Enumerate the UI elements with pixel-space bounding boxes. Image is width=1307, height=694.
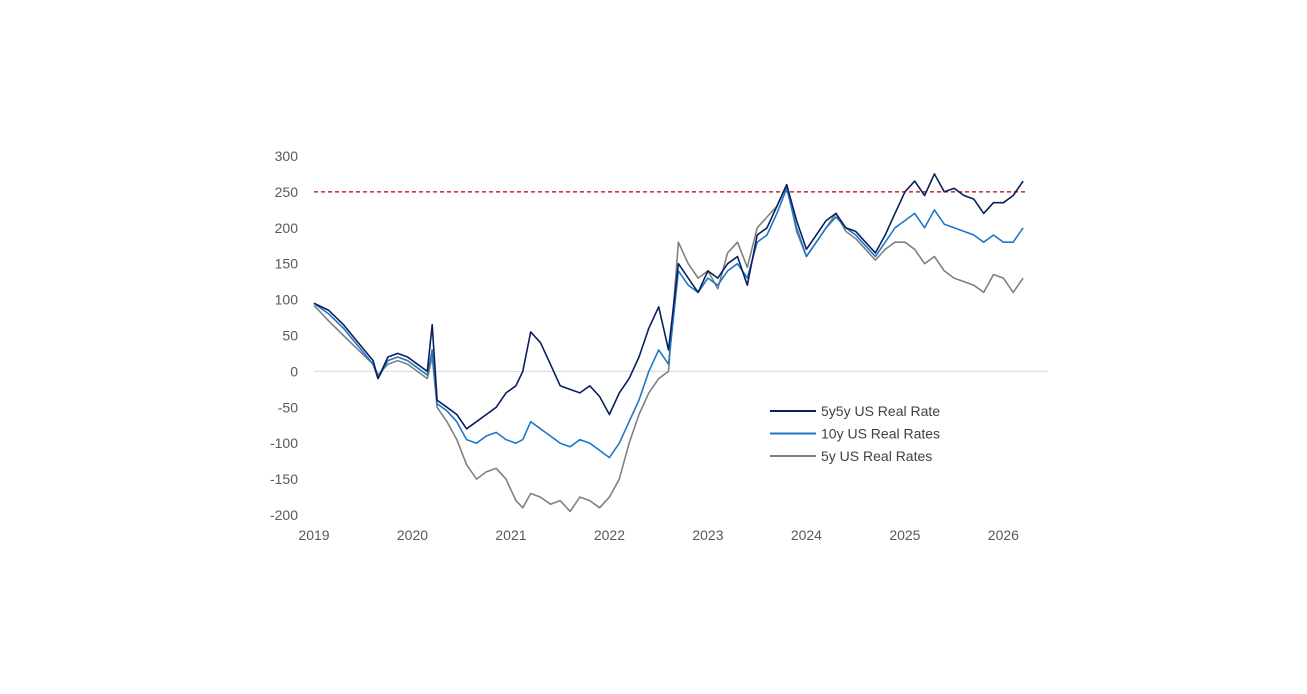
x-tick-label: 2026	[988, 527, 1019, 543]
y-tick-label: -50	[278, 399, 298, 415]
y-tick-label: -150	[270, 471, 298, 487]
x-tick-label: 2025	[889, 527, 920, 543]
x-tick-label: 2020	[397, 527, 428, 543]
x-tick-label: 2024	[791, 527, 822, 543]
x-tick-label: 2021	[495, 527, 526, 543]
y-tick-label: 150	[275, 256, 299, 272]
y-tick-label: 0	[290, 363, 298, 379]
x-tick-label: 2019	[298, 527, 329, 543]
x-tick-label: 2023	[692, 527, 723, 543]
y-tick-label: 250	[275, 184, 299, 200]
x-tick-label: 2022	[594, 527, 625, 543]
y-tick-label: 200	[275, 220, 299, 236]
legend-label: 5y5y US Real Rate	[821, 403, 940, 419]
y-tick-label: 100	[275, 292, 299, 308]
series-line-10y-us-real-rates	[313, 187, 1024, 459]
y-tick-label: -100	[270, 435, 298, 451]
y-tick-label: -200	[270, 507, 298, 523]
legend-label: 10y US Real Rates	[821, 426, 940, 442]
legend-label: 5y US Real Rates	[821, 448, 932, 464]
y-tick-label: 50	[282, 328, 298, 344]
series-line-5y5y-us-real-rate	[313, 173, 1024, 430]
series-line-5y-us-real-rates	[313, 183, 1024, 513]
y-tick-label: 300	[275, 148, 299, 164]
